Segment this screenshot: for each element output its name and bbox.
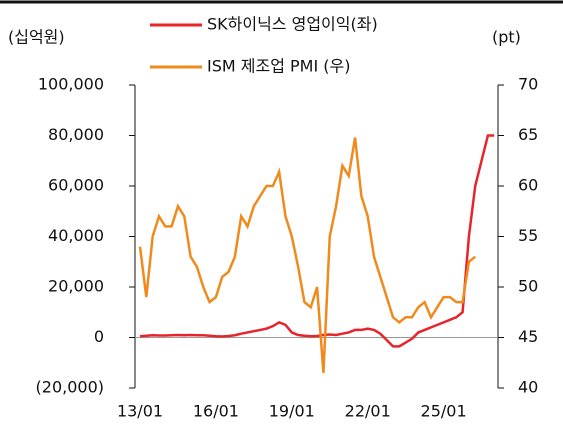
y2-tick-label: 70: [518, 75, 538, 94]
y-tick-label: 60,000: [48, 176, 104, 195]
series-line: [138, 137, 477, 373]
x-tick-label: 19/01: [269, 402, 315, 421]
y-tick-label: 80,000: [48, 125, 104, 144]
legend-label: ISM 제조업 PMI (우): [207, 57, 350, 76]
series-line: [139, 134, 495, 348]
y-tick-label: 40,000: [48, 226, 104, 245]
right-unit: (pt): [492, 28, 521, 47]
x-tick-label: 25/01: [421, 402, 467, 421]
y2-tick-label: 60: [518, 176, 538, 195]
y2-tick-label: 45: [518, 327, 538, 346]
y-tick-label: 0: [94, 327, 104, 346]
x-tick-label: 22/01: [345, 402, 391, 421]
y-tick-label: (20,000): [36, 378, 104, 397]
y2-tick-label: 55: [518, 226, 538, 245]
y2-tick-label: 65: [518, 125, 538, 144]
x-tick-label: 16/01: [193, 402, 239, 421]
y-tick-label: 20,000: [48, 277, 104, 296]
left-unit: (십억원): [8, 28, 65, 47]
y-tick-label: 100,000: [38, 75, 104, 94]
y2-tick-label: 40: [518, 378, 538, 397]
y2-tick-label: 50: [518, 277, 538, 296]
x-tick-label: 13/01: [117, 402, 163, 421]
legend-label: SK하이닉스 영업이익(좌): [207, 15, 378, 34]
